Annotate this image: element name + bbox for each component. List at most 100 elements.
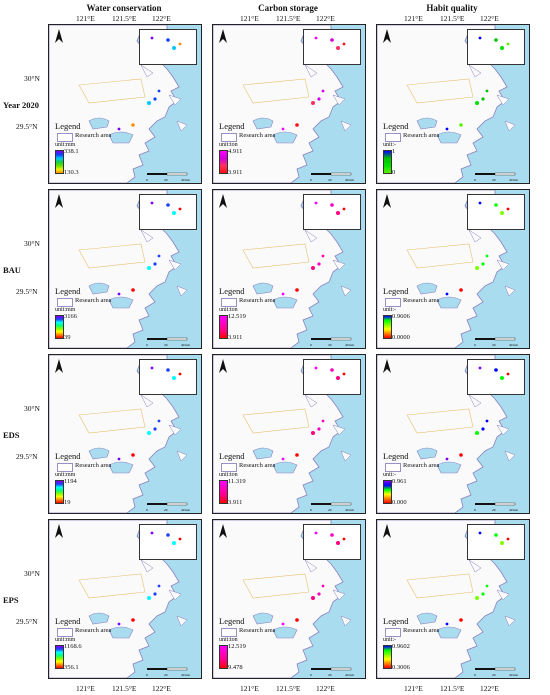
inset-map: [139, 524, 197, 560]
legend-max-value: 1194: [64, 478, 77, 485]
legend-title: Legend: [55, 451, 81, 461]
legend-unit: unit:mm: [55, 637, 76, 643]
legend-title: Legend: [219, 451, 245, 461]
latitude-label: 29.5°N: [16, 122, 38, 131]
research-area-swatch: [221, 463, 237, 472]
scale-bar: 0 20 40 km: [473, 499, 519, 512]
svg-text:20: 20: [328, 343, 332, 347]
svg-text:0: 0: [310, 508, 312, 512]
legend-title: Legend: [219, 286, 245, 296]
research-area-swatch: [57, 298, 73, 307]
research-area-swatch: [221, 298, 237, 307]
legend-unit: unit:ton: [219, 637, 238, 643]
legend-min-value: 3.911: [228, 334, 243, 341]
legend-unit: unit:ton: [219, 472, 238, 478]
legend-title: Legend: [383, 451, 409, 461]
scale-bar: 0 20 40 km: [309, 334, 355, 347]
svg-text:20: 20: [492, 178, 496, 182]
research-area-label: Research area: [403, 132, 440, 139]
legend-max-value: 0.9602: [392, 643, 410, 650]
legend-unit: unit:ton: [219, 142, 238, 148]
research-area-swatch: [385, 628, 401, 637]
svg-text:40 km: 40 km: [345, 673, 354, 677]
scale-bar: 0 20 40 km: [473, 169, 519, 182]
legend-min-value: 0.000: [392, 499, 407, 506]
research-area-swatch: [57, 463, 73, 472]
scale-bar: 0 20 40 km: [145, 499, 191, 512]
inset-map: [467, 359, 525, 395]
legend-unit: unit:-: [383, 307, 396, 313]
svg-text:0: 0: [310, 343, 312, 347]
legend-unit: unit:mm: [55, 307, 76, 313]
legend-min-value: 0.3006: [392, 664, 410, 671]
column-title: Carbon storage: [258, 3, 318, 13]
inset-map: [303, 29, 361, 65]
north-arrow-icon: [55, 29, 63, 43]
longitude-label-top: 121.5°E: [276, 14, 301, 23]
svg-text:20: 20: [164, 343, 168, 347]
legend-max-value: 1168.6: [64, 643, 82, 650]
research-area-label: Research area: [403, 297, 440, 304]
svg-text:0: 0: [474, 343, 476, 347]
north-arrow-icon: [383, 194, 391, 208]
inset-map: [467, 194, 525, 230]
svg-text:20: 20: [328, 673, 332, 677]
longitude-label-bottom: 122°E: [152, 684, 171, 693]
legend-min-value: 0: [392, 169, 396, 176]
latitude-label: 30°N: [24, 74, 40, 83]
inset-map: [139, 194, 197, 230]
color-ramp: [219, 480, 228, 504]
inset-map: [139, 359, 197, 395]
research-area-label: Research area: [239, 462, 276, 469]
svg-text:40 km: 40 km: [181, 178, 190, 182]
row-label: BAU: [3, 265, 21, 275]
north-arrow-icon: [219, 359, 227, 373]
latitude-label: 30°N: [24, 404, 40, 413]
legend-max-value: 0.961: [392, 478, 407, 485]
research-area-swatch: [57, 133, 73, 142]
color-ramp: [55, 480, 64, 504]
legend-max-value: 4.911: [228, 148, 243, 155]
north-arrow-icon: [219, 524, 227, 538]
legend-min-value: 3.911: [228, 499, 243, 506]
legend-title: Legend: [219, 616, 245, 626]
map-panel: Legend Research area unit:mm 338.1 130.3 0 2…: [48, 24, 202, 184]
svg-text:0: 0: [474, 178, 476, 182]
svg-text:40 km: 40 km: [181, 673, 190, 677]
longitude-label-top: 122°E: [480, 14, 499, 23]
legend-max-value: 12.519: [228, 313, 246, 320]
color-ramp: [219, 315, 228, 339]
legend-max-value: 338.1: [64, 148, 79, 155]
legend-max-value: 1: [392, 148, 396, 155]
legend-max-value: 11.319: [228, 478, 246, 485]
longitude-label-top: 122°E: [152, 14, 171, 23]
legend-unit: unit:-: [383, 142, 396, 148]
color-ramp: [383, 480, 392, 504]
legend-unit: unit:ton: [219, 307, 238, 313]
map-panel: Legend Research area unit:mm 1168.6 356.1 0 …: [48, 519, 202, 679]
north-arrow-icon: [55, 524, 63, 538]
scale-bar: 0 20 40 km: [473, 664, 519, 677]
longitude-label-top: 121°E: [76, 14, 95, 23]
legend-max-value: 12.519: [228, 643, 246, 650]
north-arrow-icon: [383, 524, 391, 538]
research-area-label: Research area: [403, 627, 440, 634]
color-ramp: [383, 645, 392, 669]
scale-bar: 0 20 40 km: [145, 664, 191, 677]
inset-map: [303, 194, 361, 230]
longitude-label-top: 121°E: [240, 14, 259, 23]
research-area-swatch: [221, 133, 237, 142]
legend-min-value: 356.1: [64, 664, 79, 671]
legend-title: Legend: [383, 286, 409, 296]
inset-map: [467, 29, 525, 65]
research-area-label: Research area: [239, 132, 276, 139]
color-ramp: [383, 315, 392, 339]
column-title: Habit quality: [426, 3, 478, 13]
longitude-label-bottom: 121°E: [404, 684, 423, 693]
svg-text:40 km: 40 km: [345, 508, 354, 512]
legend-title: Legend: [55, 121, 81, 131]
scale-bar: 0 20 40 km: [473, 334, 519, 347]
legend-title: Legend: [55, 286, 81, 296]
row-label: EDS: [3, 430, 20, 440]
research-area-swatch: [221, 628, 237, 637]
